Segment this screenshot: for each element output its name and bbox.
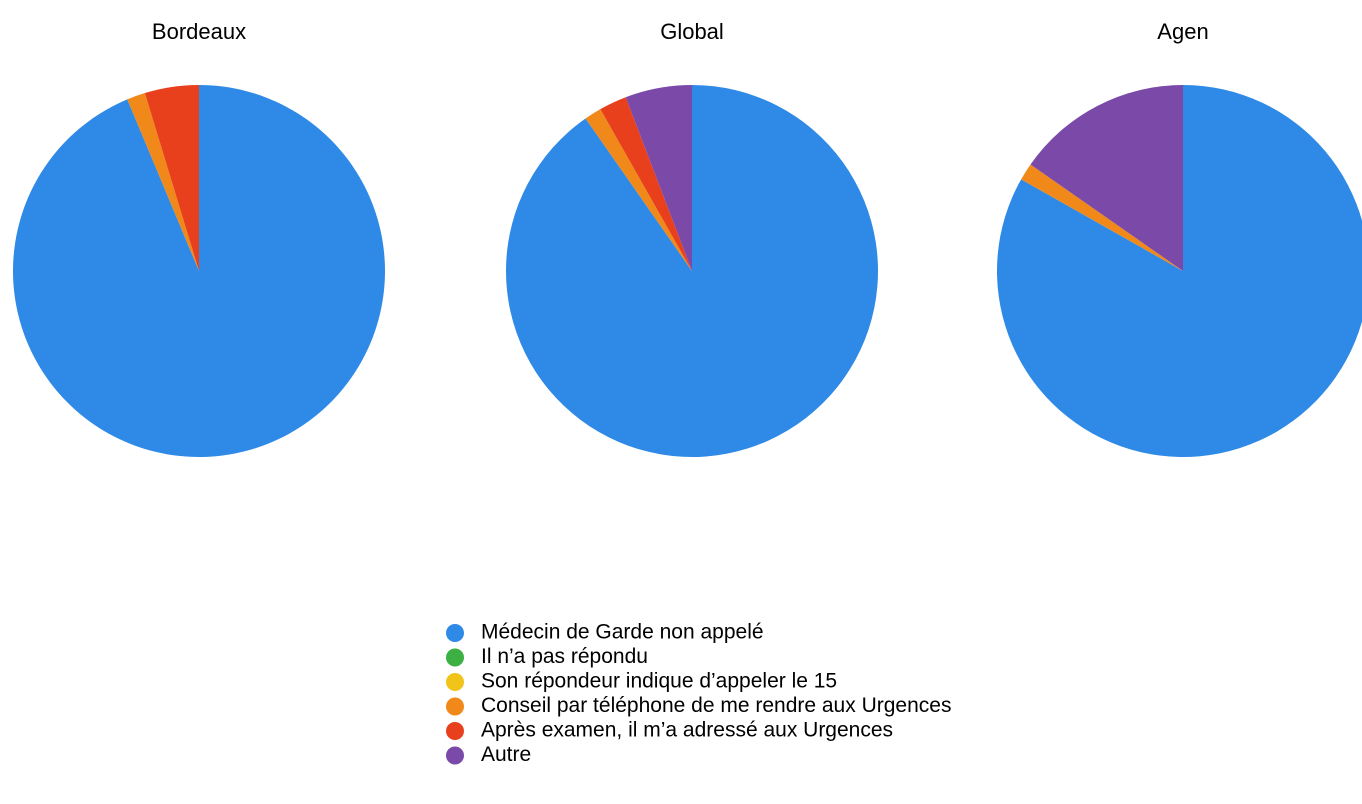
pie-slice <box>1030 85 1183 271</box>
pie-title: Bordeaux <box>152 19 246 44</box>
legend-swatch <box>446 722 464 740</box>
pie-slice <box>13 85 386 457</box>
pie-title: Agen <box>1157 19 1208 44</box>
pie-slice <box>506 85 878 457</box>
legend-label: Il n’a pas répondu <box>481 645 648 668</box>
pie-slice <box>625 85 692 271</box>
pie-slice <box>585 109 692 272</box>
legend-label: Conseil par téléphone de me rendre aux U… <box>481 694 951 717</box>
pie-slice <box>1021 164 1183 271</box>
legend-swatch <box>446 648 464 667</box>
legend-label: Son répondeur indique d’appeler le 15 <box>481 670 837 693</box>
pie-slice <box>600 97 692 271</box>
legend-swatch <box>446 697 464 716</box>
legend-swatch <box>446 673 464 691</box>
pie-slice <box>127 93 199 271</box>
legend-label: Médecin de Garde non appelé <box>481 621 764 644</box>
legend-label: Autre <box>481 743 531 766</box>
legend-swatch <box>446 746 464 765</box>
pie-slice <box>144 85 199 271</box>
legend-label: Après examen, il m’a adressé aux Urgence… <box>481 719 893 742</box>
legend-swatch <box>446 624 464 642</box>
pie-title: Global <box>660 19 724 44</box>
pie-slice <box>997 85 1362 457</box>
